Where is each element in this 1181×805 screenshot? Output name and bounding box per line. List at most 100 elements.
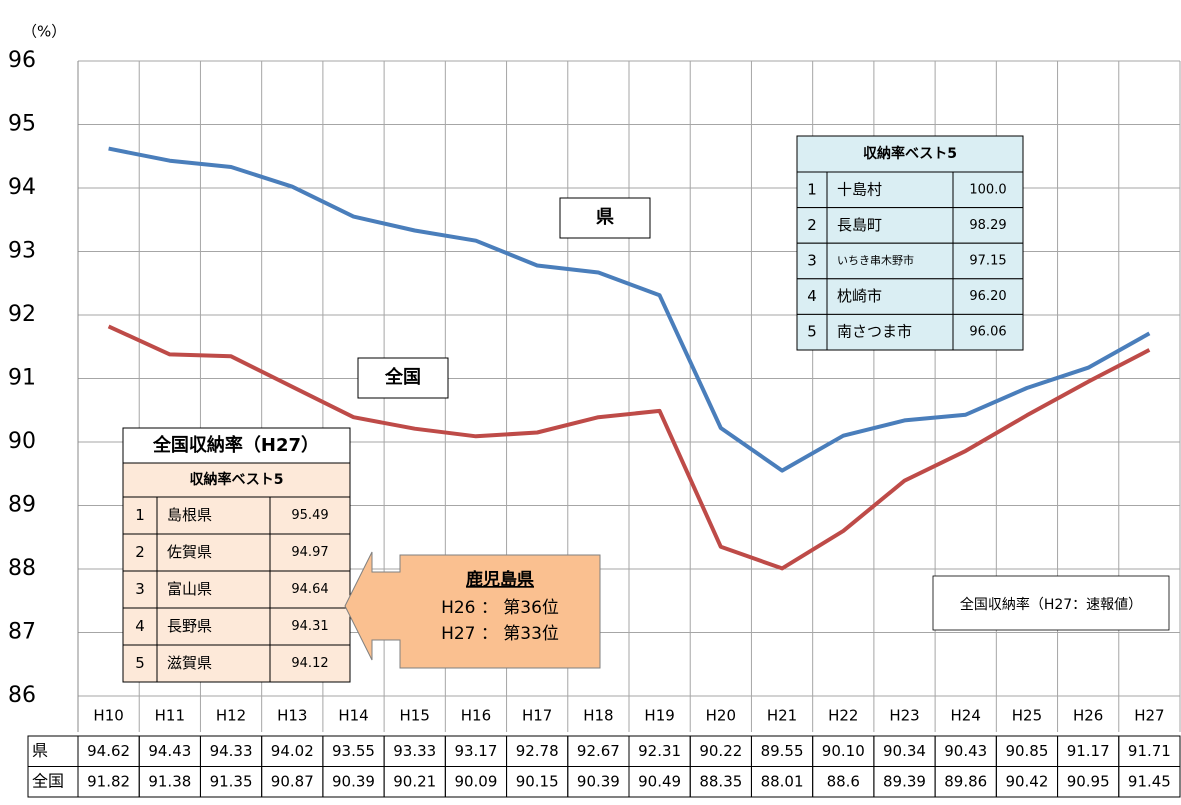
x-tick-label: H21: [767, 707, 797, 725]
best5-text: 2: [135, 543, 145, 561]
best5-text: 十島村: [837, 180, 882, 198]
table-value: 90.21: [393, 772, 436, 790]
table-value: 90.34: [883, 742, 926, 760]
best5-text: 94.12: [291, 656, 328, 671]
best5-cell: [269, 570, 351, 609]
table-value: 90.42: [1005, 772, 1048, 790]
x-tick-label: H11: [155, 707, 185, 725]
callout-line: H26 ： 第36位: [441, 598, 559, 618]
x-tick-label: H19: [644, 707, 674, 725]
best5-text: 100.0: [969, 182, 1006, 197]
callout-title: 鹿児島県: [466, 569, 534, 590]
best5-header-cell: [122, 462, 351, 498]
table-value: 90.43: [944, 742, 987, 760]
y-tick-label: 91: [8, 366, 36, 391]
best5-cell: [826, 242, 954, 280]
best5-cell: [122, 570, 158, 609]
table-value: 89.39: [883, 772, 926, 790]
table-value: 90.22: [699, 742, 742, 760]
best5-text: 4: [135, 617, 145, 635]
x-tick-label: H25: [1012, 707, 1042, 725]
callout-shape: [344, 551, 601, 669]
best5-cell: [269, 644, 351, 683]
y-tick-label: 96: [8, 48, 36, 73]
table-value: 90.49: [638, 772, 681, 790]
best5-text: 2: [807, 216, 817, 234]
best5-header: 収納率ベスト5: [863, 145, 957, 162]
table-value: 93.55: [332, 742, 375, 760]
table-value: 88.35: [699, 772, 742, 790]
table-value: 90.39: [332, 772, 375, 790]
table-value: 91.82: [87, 772, 130, 790]
best5-text: 5: [135, 654, 145, 672]
series-label-box: [357, 357, 449, 399]
table-value: 94.02: [271, 742, 314, 760]
best5-cell: [269, 533, 351, 572]
series-line: [108, 146, 1151, 473]
best5-text: 5: [807, 323, 817, 341]
best5-cell: [156, 496, 271, 535]
table-value: 91.38: [148, 772, 191, 790]
table-value: 91.45: [1128, 772, 1171, 790]
best5-text: 97.15: [969, 254, 1006, 269]
best5-text: 95.49: [291, 508, 328, 523]
best5-text: 1: [807, 180, 817, 198]
table-value: 89.86: [944, 772, 987, 790]
best5-text: 滋賀県: [167, 654, 212, 672]
series-line: [107, 324, 1151, 571]
table-row-label: 県: [32, 741, 48, 760]
y-tick-label: 95: [8, 112, 36, 137]
x-tick-label: H17: [522, 707, 552, 725]
best5-cell: [156, 533, 271, 572]
table-value: 93.17: [454, 742, 497, 760]
best5-text: 96.06: [969, 325, 1006, 340]
best5-text: 1: [135, 506, 145, 524]
national-title-cell: [122, 427, 351, 464]
table-value: 90.85: [1005, 742, 1048, 760]
best5-cell: [156, 607, 271, 646]
best5-text: 島根県: [167, 506, 212, 524]
note: 全国収納率（H27：速報値）: [960, 596, 1142, 613]
x-tick-label: H12: [216, 707, 246, 725]
y-tick-label: 89: [8, 493, 36, 518]
national-title: 全国収納率（H27）: [152, 434, 319, 456]
best5-header-cell: [796, 135, 1024, 173]
best5-text: 3: [807, 252, 817, 270]
x-tick-label: H14: [338, 707, 368, 725]
x-tick-label: H22: [828, 707, 858, 725]
table-value: 91.35: [210, 772, 253, 790]
table-row-label: 全国: [32, 771, 64, 790]
best5-cell: [156, 644, 271, 683]
best5-text: 南さつま市: [837, 323, 912, 341]
x-tick-label: H26: [1073, 707, 1103, 725]
best5-cell: [269, 607, 351, 646]
best5-text: 4: [807, 287, 817, 305]
x-tick-label: H20: [706, 707, 736, 725]
table-value: 91.71: [1128, 742, 1171, 760]
series-label-box: [559, 197, 651, 239]
y-tick-label: 88: [8, 556, 36, 581]
table-value: 90.09: [454, 772, 497, 790]
best5-cell: [826, 207, 954, 244]
best5-text: 佐賀県: [167, 543, 212, 561]
best5-text: 富山県: [167, 580, 212, 598]
table-value: 88.01: [761, 772, 804, 790]
table-value: 91.17: [1067, 742, 1110, 760]
best5-text: 枕崎市: [837, 287, 882, 305]
best5-text: 98.29: [969, 218, 1006, 233]
best5-text: 長野県: [167, 617, 212, 635]
y-unit: （%）: [22, 23, 66, 41]
table-value: 90.15: [516, 772, 559, 790]
table-value: 90.95: [1067, 772, 1110, 790]
x-tick-label: H18: [583, 707, 613, 725]
y-tick-label: 86: [8, 683, 36, 708]
best5-cell: [952, 242, 1024, 280]
y-tick-label: 92: [8, 302, 36, 327]
x-tick-label: H24: [951, 707, 981, 725]
best5-text: 94.97: [291, 545, 328, 560]
y-tick-label: 90: [8, 429, 36, 454]
x-tick-label: H13: [277, 707, 307, 725]
table-value: 94.33: [210, 742, 253, 760]
table-value: 92.67: [577, 742, 620, 760]
